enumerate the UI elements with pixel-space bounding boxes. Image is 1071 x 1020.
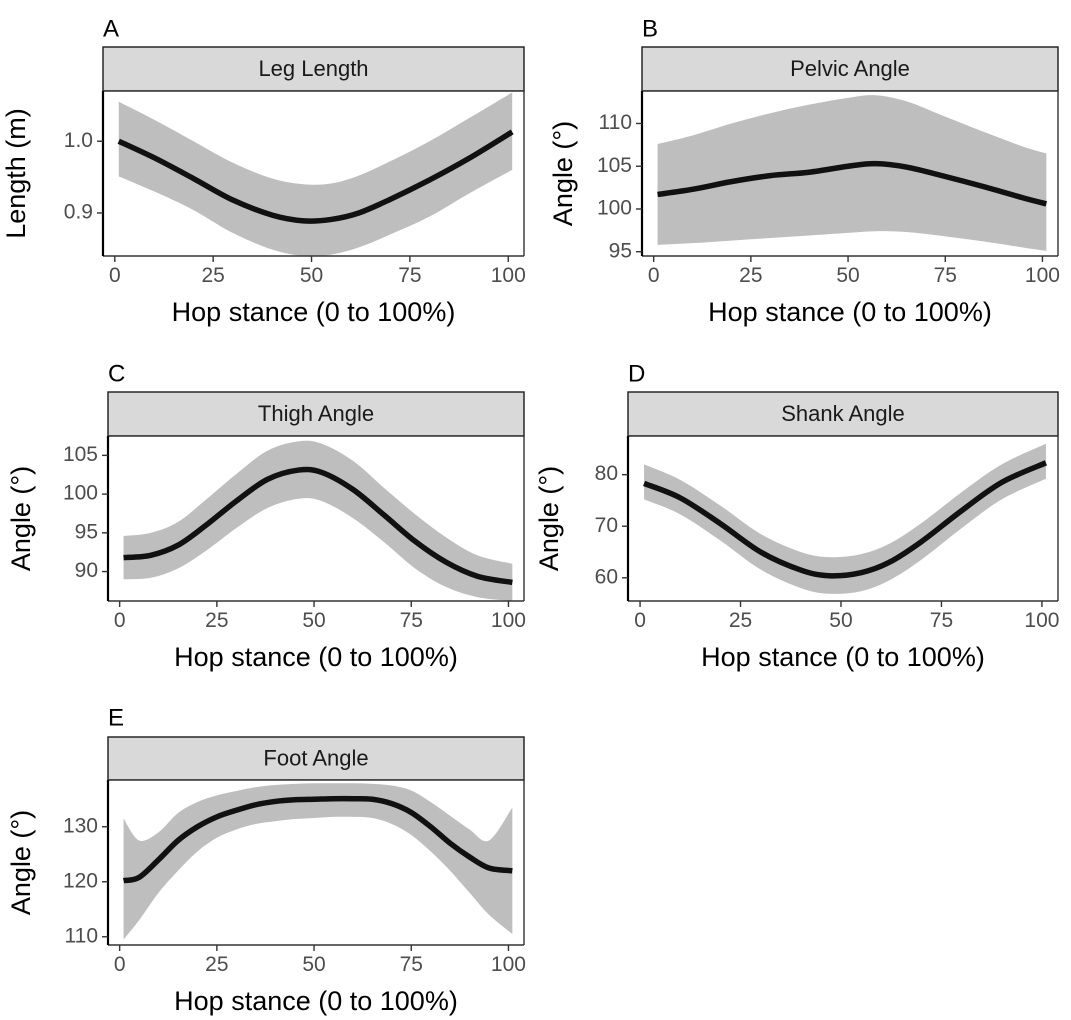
mean-line [117, 129, 514, 224]
y-tick-label: 100 [63, 482, 98, 505]
confidence-ribbon [657, 95, 1047, 251]
y-tick-label: 80 [595, 462, 618, 485]
x-tick-label: 50 [829, 609, 852, 632]
y-tick-label: 100 [597, 197, 632, 220]
y-tick-label: 95 [75, 520, 98, 543]
panel-strip [107, 391, 525, 437]
x-tick-label: 25 [739, 264, 762, 287]
y-axis-title: Length (m) [1, 108, 31, 239]
y-axis-title: Angle (°) [6, 810, 36, 915]
x-axis-title: Hop stance (0 to 100%) [174, 642, 458, 672]
x-axis-title: Hop stance (0 to 100%) [701, 642, 985, 672]
x-tick-label: 75 [934, 264, 957, 287]
x-tick-label: 100 [1024, 609, 1059, 632]
x-tick-label: 50 [302, 953, 325, 976]
x-axis-title: Hop stance (0 to 100%) [708, 297, 992, 327]
panel-title: Thigh Angle [258, 401, 374, 426]
x-tick-label: 0 [114, 609, 126, 632]
y-tick-label: 1.0 [64, 129, 93, 152]
confidence-ribbon [123, 440, 513, 601]
confidence-ribbon [123, 783, 513, 940]
x-tick-label: 75 [400, 609, 423, 632]
y-axis-title: Angle (°) [548, 121, 578, 226]
panel-a: A Leg Length 0 25 50 75 100 0.9 1.0 Hop stance (0… [1, 15, 526, 327]
panel-b: B Pelvic Angle 0 25 50 75 100 95 100 105 110 Hop st… [548, 15, 1060, 327]
confidence-ribbon [644, 443, 1046, 594]
x-tick-label: 25 [201, 264, 224, 287]
data-layer [123, 440, 513, 601]
x-tick-label: 25 [729, 609, 752, 632]
panel-letter: B [642, 15, 658, 42]
y-tick-label: 105 [597, 154, 632, 177]
y-tick-label: 90 [75, 559, 98, 582]
x-tick-label: 75 [400, 953, 423, 976]
x-axis-title: Hop stance (0 to 100%) [172, 297, 456, 327]
x-tick-label: 100 [491, 609, 526, 632]
panel-letter: C [108, 360, 125, 387]
panel-letter: D [628, 360, 645, 387]
panel-strip [102, 46, 525, 92]
y-axis-title: Angle (°) [534, 466, 564, 571]
y-tick-label: 120 [63, 869, 98, 892]
panel-d: D Shank Angle 0 25 50 75 100 60 70 80 Hop stance (… [534, 360, 1059, 672]
x-tick-label: 0 [648, 264, 660, 287]
panel-strip [107, 736, 525, 781]
x-tick-label: 0 [114, 953, 126, 976]
x-tick-label: 0 [109, 264, 121, 287]
confidence-ribbon [118, 92, 513, 256]
y-tick-label: 0.9 [64, 201, 93, 224]
x-tick-label: 50 [300, 264, 323, 287]
panel-strip [627, 391, 1059, 437]
y-tick-label: 110 [599, 111, 632, 134]
x-tick-label: 75 [930, 609, 953, 632]
x-tick-label: 25 [205, 953, 228, 976]
x-axis-title: Hop stance (0 to 100%) [174, 986, 458, 1016]
panel-c: C Thigh Angle 0 25 50 75 100 90 95 100 105 Hop stan… [6, 360, 526, 672]
y-tick-label: 60 [595, 565, 618, 588]
y-tick-label: 130 [63, 814, 98, 837]
x-tick-label: 50 [302, 609, 325, 632]
x-tick-label: 50 [836, 264, 859, 287]
mean-line [123, 466, 513, 586]
y-tick-label: 70 [595, 514, 618, 537]
panel-title: Foot Angle [263, 745, 368, 770]
mean-line [643, 460, 1048, 579]
panel-letter: A [103, 15, 119, 42]
x-tick-label: 100 [491, 264, 526, 287]
mean-line [122, 795, 513, 884]
data-layer [643, 443, 1048, 594]
data-layer [122, 783, 513, 940]
x-tick-label: 100 [1025, 264, 1060, 287]
y-tick-label: 105 [63, 443, 98, 466]
panel-title: Pelvic Angle [790, 56, 910, 81]
x-tick-label: 100 [491, 953, 526, 976]
data-layer [117, 92, 514, 256]
y-tick-label: 95 [609, 239, 632, 262]
mean-line [657, 160, 1048, 207]
x-tick-label: 75 [398, 264, 421, 287]
panel-letter: E [108, 704, 124, 731]
panel-title: Shank Angle [781, 401, 905, 426]
y-tick-label: 110 [65, 924, 98, 947]
data-layer [657, 95, 1048, 251]
panel-strip [641, 46, 1059, 92]
y-axis-title: Angle (°) [6, 466, 36, 571]
x-tick-label: 25 [205, 609, 228, 632]
panel-title: Leg Length [258, 56, 368, 81]
x-tick-label: 0 [634, 609, 646, 632]
panel-e: E Foot Angle 0 25 50 75 100 110 120 130 Hop stance… [6, 704, 526, 1016]
